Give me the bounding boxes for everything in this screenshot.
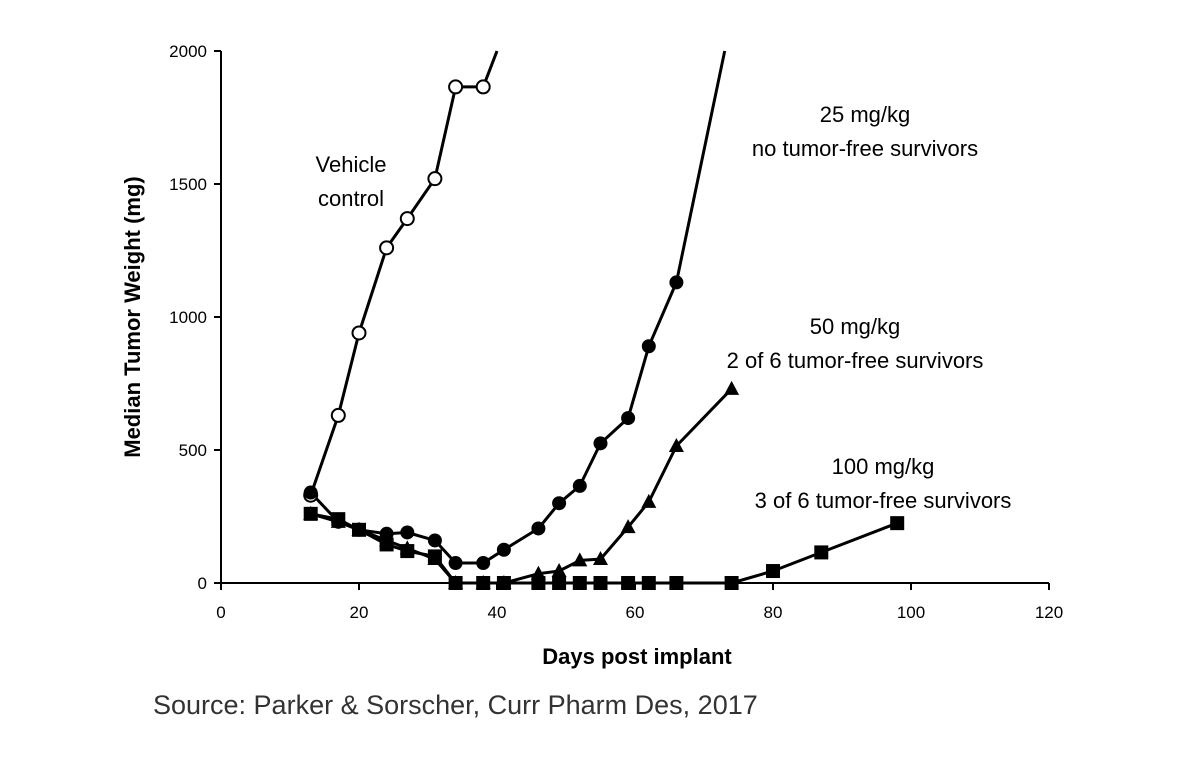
x-tick-label: 100 [897, 603, 925, 622]
data-point-open-circle [399, 211, 415, 227]
annotation-layer: Vehicle control 25 mg/kg no tumor-free surv… [316, 102, 1012, 513]
data-point-filled-circle [400, 525, 415, 540]
data-point-filled-circle [621, 411, 636, 426]
series-line-filled-square [310, 512, 898, 585]
annotation-line: 50 mg/kg [810, 314, 901, 339]
x-tick-label: 20 [350, 603, 369, 622]
source-caption: Source: Parker & Sorscher, Curr Pharm De… [153, 690, 758, 720]
annotation-line: no tumor-free survivors [752, 136, 978, 161]
data-point-filled-square [352, 522, 366, 537]
data-point-filled-circle [593, 436, 608, 451]
x-tick-label: 80 [764, 603, 783, 622]
data-point-filled-triangle [724, 380, 740, 395]
data-point-filled-circle [572, 478, 587, 493]
series-line-open-circle [309, 50, 499, 496]
x-tick-label: 60 [626, 603, 645, 622]
data-point-filled-triangle [668, 438, 684, 453]
data-point-filled-square [766, 564, 780, 579]
data-point-filled-circle [531, 521, 546, 536]
data-point-open-circle [330, 407, 346, 423]
x-tick-label: 40 [488, 603, 507, 622]
data-point-filled-circle [476, 556, 491, 571]
data-point-filled-square [400, 544, 415, 559]
data-point-filled-square [890, 516, 905, 531]
data-point-filled-circle [669, 275, 684, 290]
data-point-filled-square [379, 537, 394, 552]
data-point-filled-triangle [593, 551, 608, 566]
data-point-filled-triangle [572, 552, 588, 567]
x-tick-label: 120 [1035, 603, 1063, 622]
data-point-filled-circle [496, 542, 511, 557]
annotation-line: control [318, 186, 384, 211]
annotation-1: 25 mg/kg no tumor-free survivors [752, 102, 978, 161]
data-point-filled-circle [641, 339, 656, 354]
annotation-line: 2 of 6 tumor-free survivors [727, 348, 984, 373]
y-tick-label: 0 [198, 574, 207, 593]
data-point-open-circle [427, 171, 443, 187]
annotation-3: 100 mg/kg 3 of 6 tumor-free survivors [755, 454, 1012, 513]
x-tick-label: 0 [216, 603, 225, 622]
data-point-filled-circle [448, 556, 463, 571]
data-point-open-circle [351, 325, 367, 341]
data-point-filled-triangle [620, 519, 636, 534]
data-point-filled-square [331, 512, 346, 527]
y-tick-label: 2000 [169, 42, 207, 61]
axes-layer: 0 500 1000 1500 2000 0 20 40 60 80 100 120 Days post… [120, 42, 1063, 669]
y-tick-label: 1500 [169, 175, 207, 194]
data-point-open-circle [475, 79, 491, 95]
data-point-open-circle [379, 240, 395, 256]
y-tick-label: 1000 [169, 308, 207, 327]
annotation-line: Vehicle [316, 152, 387, 177]
data-point-filled-circle [303, 485, 318, 500]
data-point-filled-circle [427, 533, 442, 548]
series-line-filled-circle [309, 50, 727, 565]
annotation-line: 3 of 6 tumor-free survivors [755, 488, 1012, 513]
annotation-2: 50 mg/kg 2 of 6 tumor-free survivors [727, 314, 984, 373]
annotation-0: Vehicle control [316, 152, 387, 211]
x-axis-title: Days post implant [542, 644, 732, 669]
data-point-filled-square [814, 545, 829, 560]
data-point-filled-triangle [641, 493, 657, 508]
data-point-filled-circle [552, 496, 567, 511]
series-line-filled-triangle [310, 387, 733, 585]
annotation-line: 25 mg/kg [820, 102, 911, 127]
annotation-line: 100 mg/kg [832, 454, 935, 479]
data-point-filled-triangle [551, 563, 567, 578]
y-axis-title: Median Tumor Weight (mg) [120, 176, 145, 458]
y-tick-label: 500 [179, 441, 207, 460]
data-point-filled-square [427, 549, 442, 564]
data-point-open-circle [448, 79, 464, 95]
data-point-filled-square [303, 506, 318, 521]
